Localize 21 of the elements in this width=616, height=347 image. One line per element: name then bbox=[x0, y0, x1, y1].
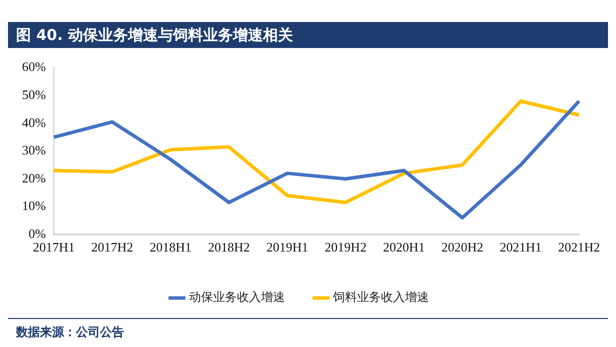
source-note: 数据来源：公司公告 bbox=[16, 324, 124, 341]
legend-label: 饲料业务收入增速 bbox=[332, 290, 429, 304]
x-tick-label: 2020H1 bbox=[383, 240, 425, 255]
chart-title: 图 40. 动保业务增速与饲料业务增速相关 bbox=[8, 22, 608, 48]
x-tick-label: 2021H1 bbox=[500, 240, 542, 255]
x-tick-label: 2018H1 bbox=[150, 240, 192, 255]
y-tick-label: 20% bbox=[22, 170, 46, 186]
x-tick-label: 2019H2 bbox=[324, 240, 367, 255]
y-tick-label: 10% bbox=[22, 198, 46, 214]
x-tick-label: 2018H2 bbox=[208, 240, 250, 255]
x-tick-label: 2021H2 bbox=[558, 240, 600, 255]
legend-label: 动保业务收入增速 bbox=[189, 290, 285, 304]
x-tick-label: 2019H1 bbox=[266, 240, 308, 255]
x-tick-label: 2017H2 bbox=[91, 240, 134, 255]
y-tick-label: 40% bbox=[22, 114, 46, 130]
x-tick-label: 2020H2 bbox=[441, 240, 484, 255]
y-tick-label: 0% bbox=[28, 226, 46, 241]
x-tick-label: 2017H1 bbox=[32, 240, 75, 255]
y-tick-label: 30% bbox=[22, 142, 46, 158]
y-tick-label: 50% bbox=[22, 86, 46, 102]
y-tick-label: 60% bbox=[22, 59, 46, 74]
